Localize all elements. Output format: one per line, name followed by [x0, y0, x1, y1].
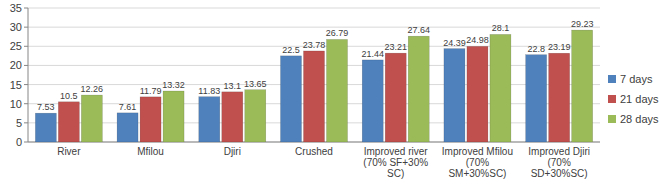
data-label: 23.78 — [303, 40, 326, 50]
data-label: 7.61 — [119, 102, 137, 112]
grid-line — [28, 27, 600, 28]
bar — [549, 53, 570, 142]
data-label: 10.5 — [60, 91, 78, 101]
data-label: 13.65 — [244, 79, 267, 89]
bar — [35, 113, 56, 142]
bar — [245, 90, 266, 142]
data-label: 24.39 — [443, 38, 466, 48]
tick-mark — [24, 122, 28, 123]
legend-label: 28 days — [620, 113, 659, 125]
legend-swatch — [608, 95, 616, 103]
data-label: 11.83 — [198, 86, 220, 96]
bar — [222, 92, 243, 142]
y-tick-label: 15 — [10, 79, 22, 91]
data-label: 23.19 — [548, 42, 571, 52]
x-tick-label: Djiri — [224, 146, 241, 157]
data-label: 11.79 — [140, 86, 162, 96]
data-label: 27.64 — [407, 25, 430, 35]
x-tick-label: Mfilou — [137, 146, 164, 157]
tick-mark — [24, 8, 28, 9]
x-tick-label: Improved Djiri(70%SD+30%SC) — [528, 146, 590, 179]
data-label: 26.79 — [326, 28, 349, 38]
data-label: 21.44 — [361, 49, 384, 59]
tick-mark — [24, 103, 28, 104]
legend-swatch — [608, 75, 616, 83]
bar — [408, 36, 429, 142]
data-label: 29.23 — [571, 19, 594, 29]
x-tick-label: Improved Mfilou(70%SM+30%SC) — [442, 146, 513, 179]
tick-mark — [24, 46, 28, 47]
bar — [163, 91, 184, 142]
bar — [81, 95, 102, 142]
y-tick-label: 35 — [10, 2, 22, 14]
bar — [304, 51, 325, 142]
grid-line — [28, 8, 600, 9]
bar — [526, 55, 547, 142]
tick-mark — [24, 84, 28, 85]
y-tick-label: 30 — [10, 21, 22, 33]
tick-mark — [24, 142, 28, 143]
x-tick-label: River — [57, 146, 81, 157]
data-label: 22.5 — [282, 45, 300, 55]
tick-mark — [24, 27, 28, 28]
y-tick-label: 10 — [10, 98, 22, 110]
data-label: 13.32 — [162, 80, 185, 90]
y-tick-label: 0 — [16, 136, 22, 148]
legend-swatch — [608, 115, 616, 123]
chart: 0 5 10 15 20 25 30 35 7.53 10.512.26 7.6111.7913.3… — [0, 0, 660, 194]
y-tick-label: 25 — [10, 40, 22, 52]
bar — [199, 97, 220, 142]
data-label: 13.1 — [224, 81, 242, 91]
bar — [572, 30, 593, 142]
data-label: 7.53 — [37, 102, 55, 112]
y-axis — [28, 8, 29, 142]
bar — [58, 102, 79, 142]
data-label: 28.1 — [492, 23, 510, 33]
bar — [490, 34, 511, 142]
bar — [117, 113, 138, 142]
bar — [444, 49, 465, 142]
bar — [467, 46, 488, 142]
data-label: 22.8 — [527, 44, 545, 54]
data-labels: 7.53 10.512.26 7.6111.7913.32 11.83 13.113.6… — [37, 19, 593, 112]
y-tick-label: 20 — [10, 59, 22, 71]
y-tick-label: 5 — [16, 117, 22, 129]
bar — [281, 56, 302, 142]
tick-mark — [24, 65, 28, 66]
data-label: 23.21 — [384, 42, 407, 52]
legend-label: 7 days — [620, 73, 653, 85]
bar — [327, 39, 348, 142]
bar — [140, 97, 161, 142]
data-label: 12.26 — [81, 84, 104, 94]
x-tick-label: Improved river(70% SF+30%SC) — [363, 146, 428, 179]
legend-label: 21 days — [620, 93, 659, 105]
bar — [362, 60, 383, 142]
bar — [385, 53, 406, 142]
data-label: 24.98 — [466, 35, 489, 45]
x-tick-label: Crushed — [295, 146, 333, 157]
bars — [35, 30, 592, 142]
